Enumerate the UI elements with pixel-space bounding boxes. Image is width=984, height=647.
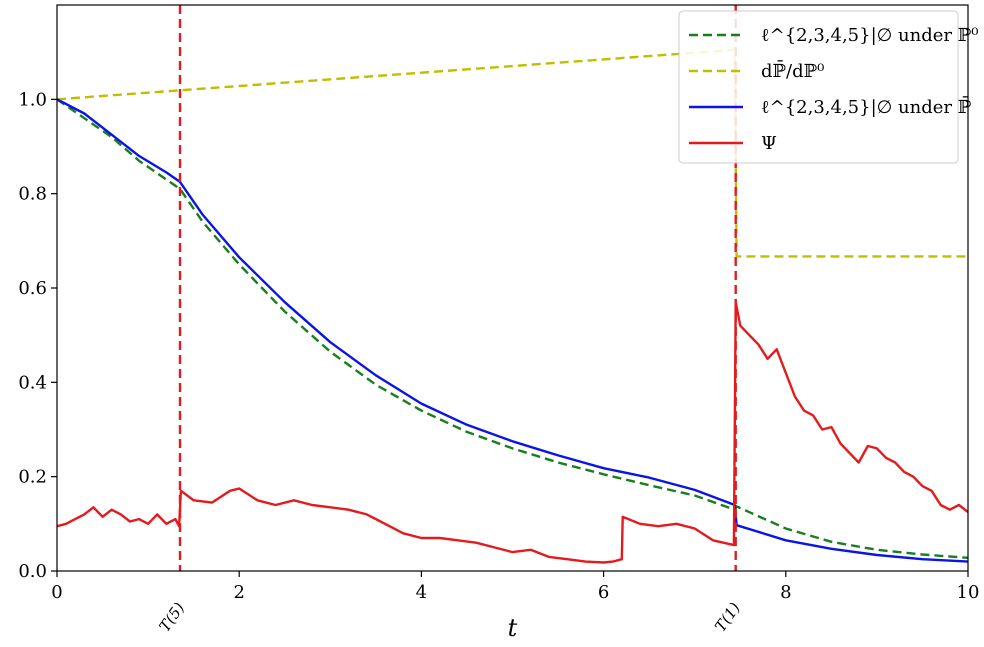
x-tick-label: 4 xyxy=(416,582,427,603)
x-axis-label: t xyxy=(508,614,518,642)
legend-label-1: ℓ^{2,3,4,5}|∅ under ℙ⁰ xyxy=(761,25,979,46)
x-tick-label: 6 xyxy=(598,582,609,603)
axis-ticks: 0 2 4 6 8 10 0.0 0.2 0.4 0.6 0.8 1.0 xyxy=(18,89,979,603)
series-line-1 xyxy=(57,98,968,559)
x-tick-label: 2 xyxy=(233,582,244,603)
x-tick-label: 0 xyxy=(51,582,62,603)
y-tick-label: 0.4 xyxy=(18,372,47,393)
legend-label-4: Ψ xyxy=(761,133,777,154)
legend-label-2: dℙ̄/dℙ⁰ xyxy=(761,59,824,82)
y-tick-label: 0.2 xyxy=(18,467,47,488)
legend-box xyxy=(678,10,959,164)
x-tick-label: 8 xyxy=(780,582,791,603)
legend: ℓ^{2,3,4,5}|∅ under ℙ⁰ dℙ̄/dℙ⁰ ℓ^{2,3,4,5}… xyxy=(678,10,979,164)
y-tick-label: 0.6 xyxy=(18,278,47,299)
series-line-2 xyxy=(57,48,968,258)
series-layer xyxy=(57,48,968,564)
y-tick-label: 1.0 xyxy=(18,89,47,110)
legend-label-3: ℓ^{2,3,4,5}|∅ under ℙ̄ xyxy=(761,95,972,118)
x-tick-label: 10 xyxy=(957,582,980,603)
series-line-4 xyxy=(57,301,968,564)
y-tick-label: 0.8 xyxy=(18,184,47,205)
y-tick-label: 0.0 xyxy=(18,561,47,582)
series-line-3 xyxy=(57,98,968,563)
